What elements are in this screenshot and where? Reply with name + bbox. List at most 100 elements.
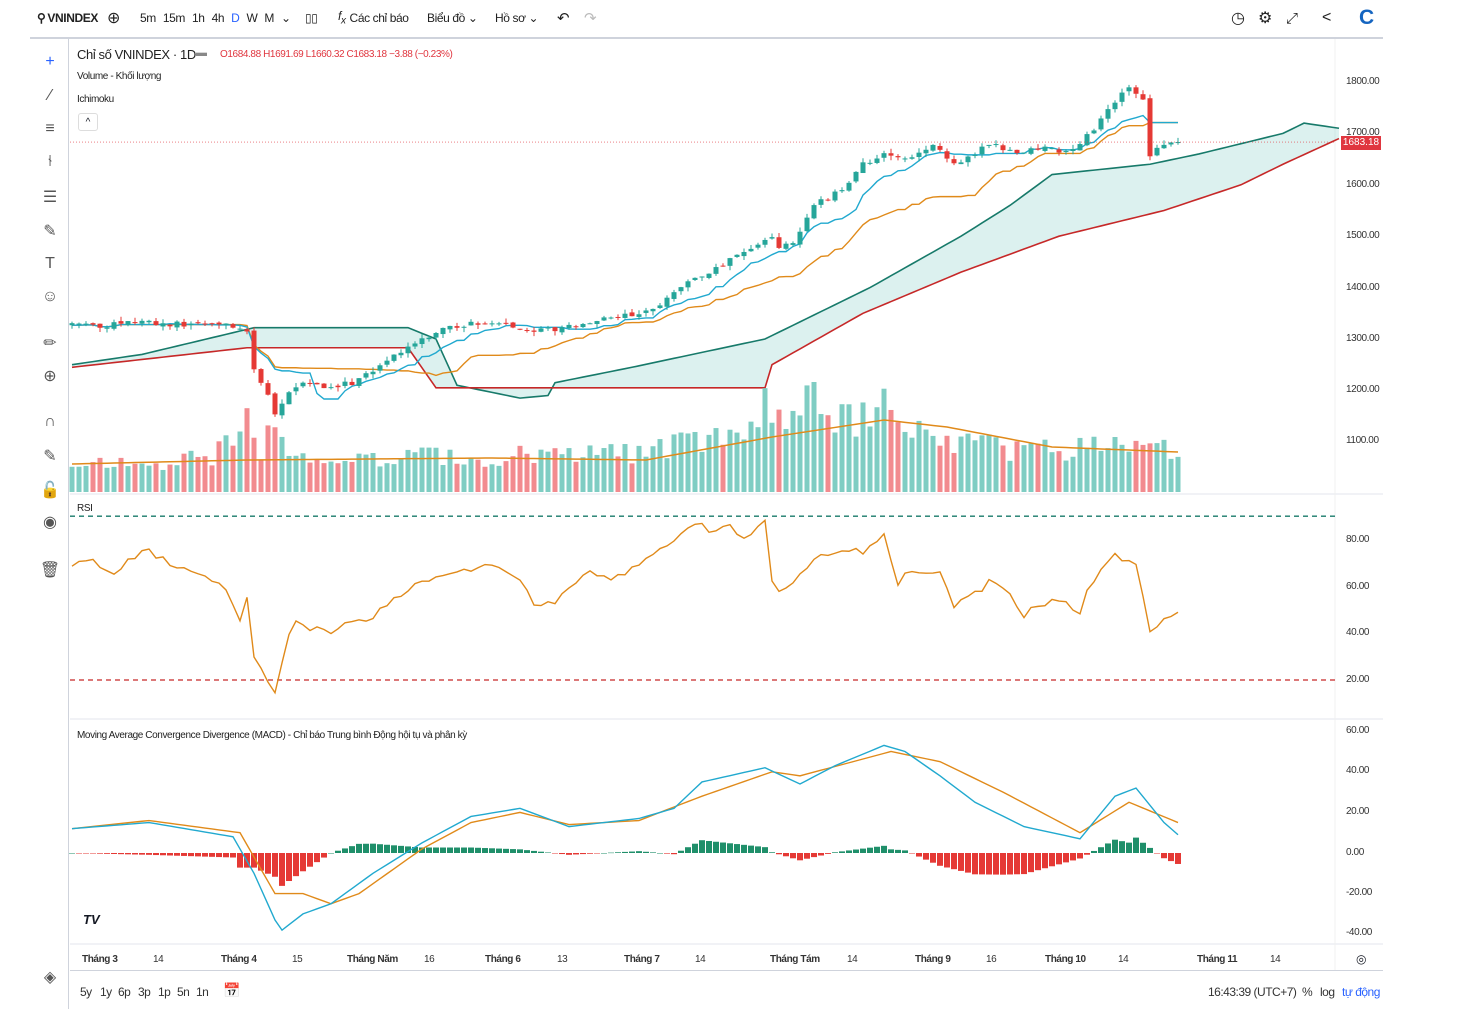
emoji-icon[interactable]: ☺ [41,288,59,305]
redo-icon[interactable]: ↷ [584,10,597,27]
macd-histogram-bar [860,848,866,853]
volume-bar [139,463,145,492]
candle-body [839,190,845,192]
range-1y[interactable]: 1y [100,985,112,999]
volume-bar [685,433,691,492]
volume-bar [1126,451,1132,492]
range-6m[interactable]: 6p [118,985,131,999]
object-tree-icon[interactable]: ◈ [43,969,57,986]
clock-time[interactable]: 16:43:39 (UTC+7) [1208,985,1297,999]
collapse-legend-button[interactable]: ^ [78,113,98,131]
rsi-legend[interactable]: RSI [77,503,93,514]
volume-bar [216,441,222,492]
magnet-icon[interactable]: ∩ [44,413,56,430]
ruler-icon[interactable]: ✏ [43,335,57,352]
volume-bar [671,434,677,492]
macd-histogram-bar [258,853,264,871]
interval-m[interactable]: M [264,11,274,25]
chevron-down-icon[interactable]: ⌄ [280,11,291,25]
macd-histogram-bar [762,847,768,853]
candle-body [888,153,894,156]
candle-body [965,156,971,163]
profile-menu[interactable]: Hồ sơ ⌄ [495,11,539,25]
trend-line-icon[interactable]: ∕ [48,87,52,104]
settings-gear-icon[interactable]: ⚙ [1258,10,1272,27]
chart-menu[interactable]: Biểu đồ ⌄ [427,11,478,25]
macd-histogram-bar [363,843,369,853]
candle-type-icon[interactable]: ▯▯ [305,11,318,25]
interval-w[interactable]: W [246,11,258,25]
auto-scale-toggle[interactable]: tự động [1342,985,1380,999]
candle-body [349,381,355,386]
macd-histogram-bar [1091,850,1097,853]
symbol-search[interactable]: ⚲ VNINDEX [37,11,98,25]
time-tick: 14 [695,954,706,965]
volume-bar [706,434,712,492]
brush-icon[interactable]: ✎ [43,223,57,240]
add-symbol-icon[interactable]: ⊕ [107,10,121,27]
interval-5m[interactable]: 5m [140,11,156,25]
fullscreen-icon[interactable]: ⤢ [1286,9,1298,27]
volume-bar [741,439,747,492]
volume-bar [720,444,726,492]
macd-histogram-bar [601,853,607,854]
trash-icon[interactable]: 🗑 [39,562,61,579]
text-tool-icon[interactable]: T [45,255,55,272]
interval-4h[interactable]: 4h [211,11,225,25]
last-price-label: 1683.18 [1341,136,1381,150]
rsi-tick: 60.00 [1346,581,1370,592]
share-icon[interactable]: < [1322,9,1331,26]
tradingview-logo: TV [83,912,100,927]
interval-d[interactable]: D [231,11,240,25]
macd-histogram-bar [552,853,558,854]
volume-legend[interactable]: Volume - Khối lượng [77,71,162,82]
range-1d[interactable]: 1n [196,985,209,999]
log-toggle[interactable]: log [1320,985,1335,999]
lock-drawing-icon[interactable]: ✎ [43,448,57,465]
volume-bar [748,421,754,492]
pattern-icon[interactable]: ⫮ [47,153,53,170]
macd-histogram-bar [1077,853,1083,859]
interval-1h[interactable]: 1h [192,11,205,25]
fib-icon[interactable]: ☰ [42,189,58,206]
macd-histogram-bar [608,852,614,854]
time-tick: 13 [557,954,568,965]
macd-tick: 0.00 [1346,847,1364,858]
alert-clock-icon[interactable]: ◷ [1231,10,1245,27]
macd-histogram-bar [251,853,257,868]
volume-bar [839,404,845,492]
candle-body [741,251,747,257]
volume-bar [181,453,187,492]
ichimoku-legend[interactable]: Ichimoku [77,94,114,105]
price-tick: 1400.00 [1346,282,1380,293]
undo-icon[interactable]: ↶ [557,10,570,27]
goto-date-icon[interactable]: 📅 [223,982,240,998]
macd-histogram-bar [1007,853,1013,875]
percent-toggle[interactable]: % [1302,985,1313,999]
indicators-button[interactable]: fx Các chỉ báo [338,9,409,27]
macd-legend[interactable]: Moving Average Convergence Divergence (M… [77,730,467,741]
macd-histogram-bar [699,840,705,853]
candle-body [251,330,257,370]
volume-bar [783,428,789,492]
candle-body [468,321,474,326]
zoom-in-icon[interactable]: ⊕ [43,368,57,385]
range-3m[interactable]: 3p [138,985,151,999]
range-5d[interactable]: 5n [177,985,190,999]
legend-menu-icon[interactable]: ▬ [196,47,207,59]
macd-histogram-bar [475,847,481,853]
visibility-icon[interactable]: ◉ [43,514,57,531]
lock-icon[interactable]: 🔓 [40,482,60,499]
range-5y[interactable]: 5y [80,985,92,999]
candle-body [1161,144,1167,149]
macd-tick: 40.00 [1346,765,1370,776]
range-1m[interactable]: 1p [158,985,171,999]
crosshair-icon[interactable]: + [45,53,55,70]
volume-bar [538,449,544,492]
time-axis-settings-icon[interactable]: ◎ [1356,952,1367,966]
macd-histogram-bar [328,853,334,854]
interval-15m[interactable]: 15m [162,11,186,25]
horizontal-lines-icon[interactable]: ≡ [45,120,55,137]
candle-body [223,323,229,326]
